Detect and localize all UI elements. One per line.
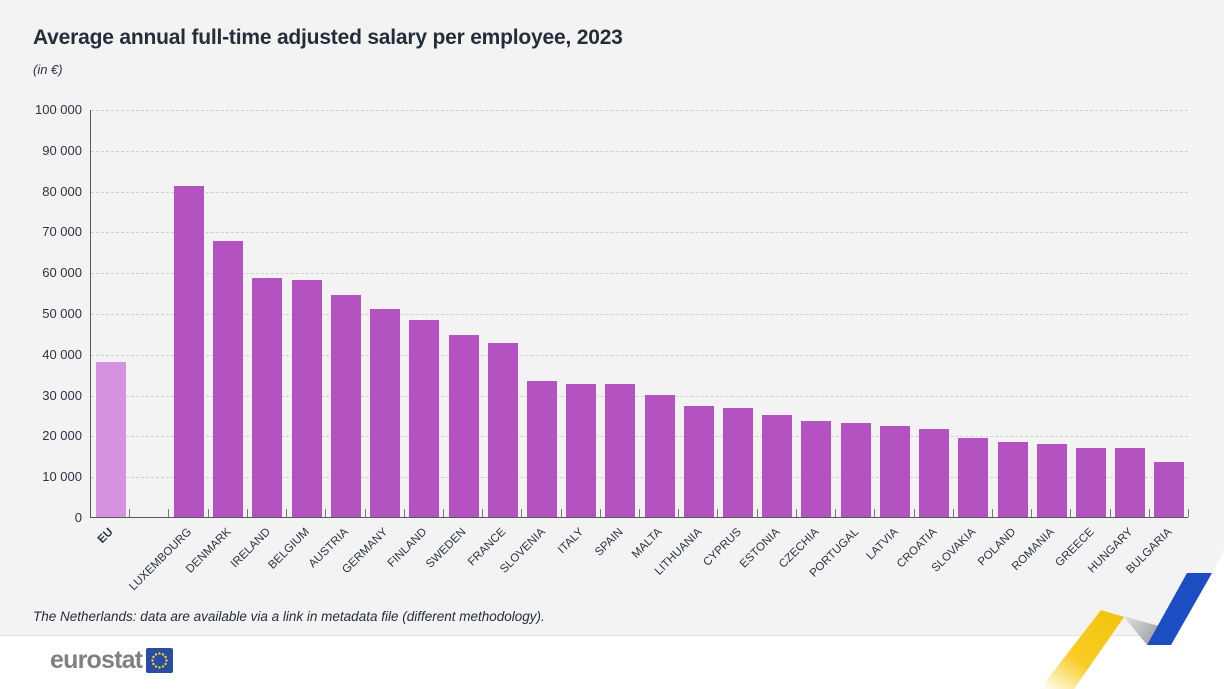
x-tick-mark bbox=[521, 509, 523, 517]
x-tick-mark bbox=[599, 509, 601, 517]
x-tick-mark bbox=[286, 509, 288, 517]
bar-czechia bbox=[801, 421, 832, 517]
bar-finland bbox=[409, 319, 440, 517]
y-tick-label: 80 000 bbox=[42, 183, 82, 199]
x-tick-mark bbox=[246, 509, 248, 517]
x-label-text: LUXEMBOURG bbox=[127, 526, 195, 594]
x-label-text: ITALY bbox=[556, 526, 587, 557]
gridline-60000 bbox=[91, 273, 1188, 275]
x-tick-mark bbox=[835, 509, 837, 517]
bar-estonia bbox=[762, 414, 793, 517]
x-tick-mark bbox=[1188, 509, 1189, 517]
y-tick-label: 70 000 bbox=[42, 224, 82, 240]
x-tick-mark bbox=[717, 509, 719, 517]
y-tick-label: 60 000 bbox=[42, 265, 82, 281]
bar-slovakia bbox=[958, 438, 989, 517]
chart-card: Average annual full-time adjusted salary… bbox=[0, 0, 1224, 636]
x-tick-mark bbox=[756, 509, 758, 517]
bar-romania bbox=[1036, 443, 1067, 517]
x-tick-mark bbox=[1109, 509, 1111, 517]
y-tick-label: 10 000 bbox=[42, 469, 82, 485]
x-tick-mark bbox=[1070, 509, 1072, 517]
bar-eu bbox=[95, 362, 126, 517]
x-tick-mark bbox=[952, 509, 954, 517]
gridline-70000 bbox=[91, 232, 1188, 234]
y-tick-label: 90 000 bbox=[42, 142, 82, 158]
x-label-text: MALTA bbox=[630, 526, 666, 561]
x-tick-mark bbox=[678, 509, 680, 517]
x-tick-mark bbox=[639, 509, 640, 517]
gridline-30000 bbox=[91, 395, 1188, 397]
bar-ireland bbox=[252, 277, 283, 517]
x-label-text: SWEDEN bbox=[424, 526, 470, 571]
chart-title: Average annual full-time adjusted salary… bbox=[33, 26, 623, 49]
x-tick-mark bbox=[442, 509, 444, 517]
bar-croatia bbox=[919, 428, 950, 517]
x-label-text: EU bbox=[96, 526, 117, 546]
chart-subtitle: (in €) bbox=[33, 62, 63, 77]
x-tick-mark bbox=[991, 509, 993, 517]
bar-sweden bbox=[448, 335, 479, 517]
x-label-text: CYPRUS bbox=[700, 526, 744, 569]
eurostat-logo: eurostat bbox=[50, 646, 174, 674]
bar-portugal bbox=[840, 423, 871, 517]
y-tick-label: 40 000 bbox=[42, 346, 82, 362]
bar-luxembourg bbox=[174, 186, 205, 517]
bar-germany bbox=[370, 308, 401, 517]
bar-italy bbox=[566, 383, 597, 517]
bar-austria bbox=[330, 294, 361, 517]
bar-bulgaria bbox=[1154, 461, 1185, 517]
x-label-text: SPAIN bbox=[593, 526, 626, 559]
bar-poland bbox=[997, 441, 1028, 517]
x-tick-mark bbox=[1031, 509, 1033, 517]
x-tick-mark bbox=[874, 509, 876, 517]
plot-area bbox=[90, 110, 1189, 518]
gridline-10000 bbox=[91, 477, 1188, 479]
bar-lithuania bbox=[683, 405, 714, 517]
gridline-90000 bbox=[91, 150, 1188, 152]
eu-flag-icon bbox=[146, 647, 174, 673]
bar-belgium bbox=[291, 280, 322, 517]
footnote-netherlands: The Netherlands: data are available via … bbox=[33, 609, 545, 624]
bar-france bbox=[487, 342, 518, 517]
x-tick-mark bbox=[364, 509, 366, 517]
bar-denmark bbox=[213, 241, 244, 517]
bar-slovenia bbox=[526, 380, 557, 517]
gridline-50000 bbox=[91, 314, 1188, 315]
x-tick-mark bbox=[482, 509, 484, 517]
x-label-text: BELGIUM bbox=[266, 526, 313, 572]
bar-spain bbox=[605, 384, 636, 517]
x-tick-mark bbox=[1148, 509, 1150, 517]
y-tick-label: 50 000 bbox=[42, 306, 82, 321]
bar-malta bbox=[644, 394, 675, 517]
bar-latvia bbox=[879, 425, 910, 517]
gridline-20000 bbox=[91, 436, 1188, 438]
x-tick-mark bbox=[403, 509, 405, 517]
gridline-40000 bbox=[91, 354, 1188, 356]
y-tick-label: 100 000 bbox=[35, 102, 82, 117]
x-label-text: LATVIA bbox=[864, 526, 901, 563]
y-tick-label: 20 000 bbox=[42, 428, 82, 444]
x-tick-mark bbox=[560, 509, 562, 517]
x-label-text: ESTONIA bbox=[738, 526, 783, 571]
x-tick-mark bbox=[168, 509, 170, 517]
x-tick-mark bbox=[129, 509, 131, 517]
bar-greece bbox=[1075, 447, 1106, 517]
x-tick-mark bbox=[913, 509, 915, 517]
x-tick-mark bbox=[325, 509, 327, 517]
x-tick-mark bbox=[795, 509, 797, 517]
gridline-80000 bbox=[91, 191, 1188, 193]
gridline-100000 bbox=[91, 110, 1188, 111]
bar-hungary bbox=[1115, 448, 1146, 517]
y-tick-label: 0 bbox=[74, 510, 82, 525]
bar-cyprus bbox=[723, 408, 754, 517]
y-tick-label: 30 000 bbox=[42, 387, 82, 403]
eurostat-logo-text: eurostat bbox=[50, 646, 143, 674]
x-tick-mark bbox=[207, 509, 209, 517]
x-label-text: FINLAND bbox=[386, 526, 430, 570]
